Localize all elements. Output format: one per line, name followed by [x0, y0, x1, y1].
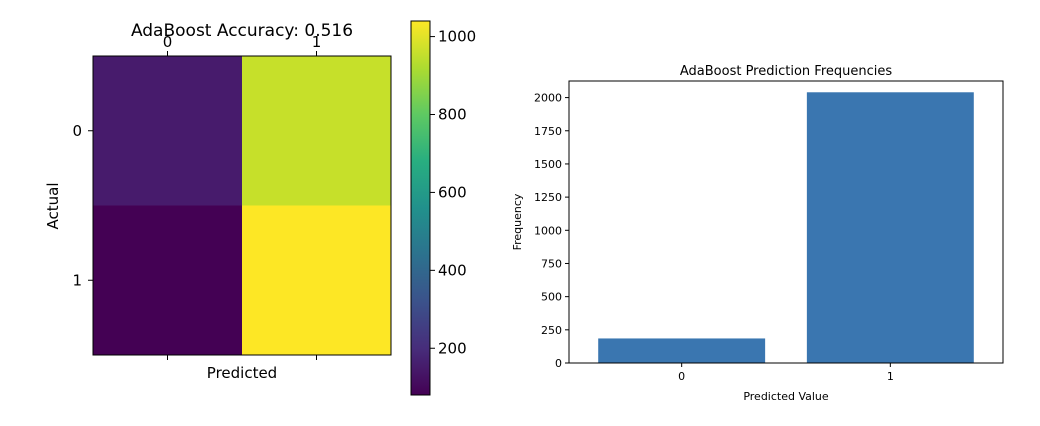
- colorbar-tick-label: 200: [438, 339, 467, 357]
- heatmap-y-tick-label: 0: [72, 122, 82, 140]
- bar-y-tick-label: 0: [555, 357, 562, 370]
- bar: [806, 92, 974, 363]
- bar-y-tick-label: 1000: [534, 224, 562, 237]
- heatmap-x-tick-label: 0: [163, 33, 173, 51]
- bar-series: [598, 92, 974, 363]
- bar-title: AdaBoost Prediction Frequencies: [680, 64, 892, 79]
- bar-y-tick-label: 500: [541, 291, 562, 304]
- heatmap-cell: [242, 56, 392, 206]
- bar-x-tick-label: 1: [887, 370, 894, 383]
- colorbar-frame: [410, 20, 431, 396]
- bar-y-tick-label: 1250: [534, 191, 562, 204]
- bar-y-axis-label: Frequency: [511, 193, 524, 250]
- bar: [598, 338, 766, 363]
- heatmap-x-axis-label: Predicted: [207, 364, 277, 382]
- heatmap-title: AdaBoost Accuracy: 0.516: [131, 21, 353, 41]
- bar-y-tick-label: 750: [541, 257, 562, 270]
- bar-y-ticks: 0 250 500 750 1000 1250 1500 1750 2000: [534, 92, 569, 370]
- bar-x-axis-label: Predicted Value: [743, 390, 829, 403]
- colorbar-tick-label: 1000: [438, 28, 476, 46]
- heatmap-y-ticks: 01: [72, 122, 93, 289]
- bar-x-tick-label: 0: [678, 370, 685, 383]
- heatmap-cell: [242, 205, 392, 356]
- heatmap-x-tick-label: 1: [312, 33, 322, 51]
- heatmap-y-axis-label: Actual: [44, 183, 62, 230]
- heatmap-frame: [92, 55, 392, 356]
- bar-y-tick-label: 1500: [534, 158, 562, 171]
- bar-axes-frame: [568, 80, 1004, 364]
- bar-y-tick-label: 2000: [534, 92, 562, 105]
- bar-y-tick-label: 1750: [534, 125, 562, 138]
- colorbar-tick-label: 800: [438, 106, 467, 124]
- heatmap-cell: [93, 205, 243, 356]
- heatmap-y-tick-label: 1: [72, 271, 82, 289]
- heatmap-cells: [93, 56, 392, 356]
- colorbar-gradient: [411, 21, 430, 395]
- colorbar: 200 400 600 800 1000: [410, 20, 476, 396]
- colorbar-tick-label: 400: [438, 261, 467, 279]
- colorbar-ticks: 200 400 600 800 1000: [430, 28, 476, 357]
- heatmap-cell: [93, 56, 243, 206]
- bar-y-tick-label: 250: [541, 324, 562, 337]
- colorbar-tick-label: 600: [438, 183, 467, 201]
